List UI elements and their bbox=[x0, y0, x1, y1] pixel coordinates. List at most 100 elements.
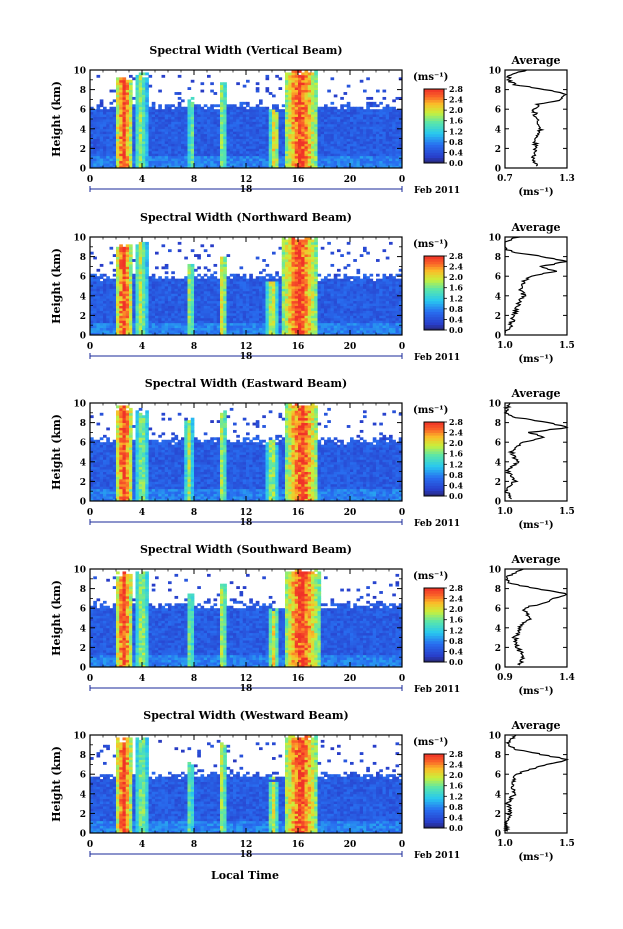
avg-y-tick-label: 8 bbox=[495, 419, 501, 429]
colorbar-tick-label: 1.2 bbox=[449, 126, 463, 136]
x-tick-label: 8 bbox=[191, 674, 197, 684]
panel-title: Spectral Width (Vertical Beam) bbox=[149, 44, 342, 57]
y-tick-label: 8 bbox=[80, 86, 86, 96]
y-tick-label: 4 bbox=[80, 125, 86, 135]
avg-y-tick-label: 0 bbox=[495, 332, 501, 342]
y-axis-label: Height (km) bbox=[50, 248, 63, 324]
average-profile: Average 0 2 4 6 8 10 0.7 1.3 (ms⁻¹) bbox=[488, 54, 574, 198]
avg-x-tick-label: 1.5 bbox=[559, 507, 575, 517]
avg-y-tick-label: 2 bbox=[495, 478, 501, 488]
y-tick-label: 4 bbox=[80, 790, 86, 800]
avg-x-tick-label: 0.9 bbox=[497, 673, 513, 683]
y-tick-label: 8 bbox=[80, 585, 86, 595]
x-tick-label: 16 bbox=[292, 342, 305, 352]
y-tick-label: 0 bbox=[80, 165, 86, 175]
day-label: 18 bbox=[240, 850, 253, 860]
colorbar-tick-label: 2.4 bbox=[449, 95, 463, 105]
x-tick-label: 0 bbox=[87, 840, 93, 850]
panel-3: Spectral Width (Eastward Beam) 0 2 4 6 8 10 Hei… bbox=[50, 377, 575, 531]
avg-y-tick-label: 8 bbox=[495, 86, 501, 96]
avg-y-tick-label: 10 bbox=[488, 400, 501, 410]
average-profile-line bbox=[502, 402, 569, 500]
colorbar-tick-label: 2.4 bbox=[449, 594, 463, 604]
avg-y-tick-label: 0 bbox=[495, 165, 501, 175]
x-tick-label: 0 bbox=[399, 342, 405, 352]
x-tick-label: 0 bbox=[399, 508, 405, 518]
x-tick-label: 20 bbox=[344, 508, 357, 518]
common-x-axis-label: Local Time bbox=[211, 869, 279, 882]
avg-x-tick-label: 1.0 bbox=[497, 507, 513, 517]
y-tick-label: 0 bbox=[80, 830, 86, 840]
avg-x-tick-label: 1.0 bbox=[497, 341, 513, 351]
avg-y-tick-label: 2 bbox=[495, 312, 501, 322]
y-axis-label: Height (km) bbox=[50, 414, 63, 490]
average-title: Average bbox=[510, 54, 560, 67]
y-tick-label: 10 bbox=[73, 234, 86, 244]
colorbar-units: (ms⁻¹) bbox=[413, 72, 448, 83]
avg-x-axis-label: (ms⁻¹) bbox=[518, 354, 553, 365]
y-tick-label: 4 bbox=[80, 292, 86, 302]
x-tick-label: 0 bbox=[399, 175, 405, 185]
colorbar-tick-label: 1.6 bbox=[449, 116, 463, 126]
avg-y-tick-label: 6 bbox=[495, 605, 501, 615]
avg-y-tick-label: 4 bbox=[495, 125, 501, 135]
avg-x-tick-label: 1.5 bbox=[559, 341, 575, 351]
average-profile: Average 0 2 4 6 8 10 1.0 1.5 (ms⁻¹) bbox=[488, 387, 574, 531]
y-tick-label: 6 bbox=[80, 273, 86, 283]
avg-x-axis-label: (ms⁻¹) bbox=[518, 520, 553, 531]
avg-y-tick-label: 6 bbox=[495, 273, 501, 283]
colorbar-tick-label: 2.0 bbox=[449, 105, 463, 115]
colorbar-tick-label: 0.0 bbox=[449, 657, 463, 667]
avg-x-tick-label: 1.4 bbox=[559, 673, 575, 683]
avg-x-tick-label: 1.3 bbox=[559, 174, 575, 184]
x-tick-label: 12 bbox=[240, 342, 253, 352]
average-profile-line bbox=[502, 734, 570, 832]
colorbar-tick-label: 0.4 bbox=[449, 147, 463, 157]
x-tick-label: 12 bbox=[240, 508, 253, 518]
avg-y-tick-label: 4 bbox=[495, 292, 501, 302]
avg-y-tick-label: 10 bbox=[488, 67, 501, 77]
colorbar-tick-label: 1.2 bbox=[449, 625, 463, 635]
x-tick-label: 12 bbox=[240, 175, 253, 185]
x-tick-label: 0 bbox=[399, 674, 405, 684]
avg-y-tick-label: 10 bbox=[488, 566, 501, 576]
colorbar: 0.00.40.81.21.62.02.42.8 bbox=[423, 749, 463, 833]
colorbar-tick-label: 0.0 bbox=[449, 491, 463, 501]
colorbar-tick-label: 2.4 bbox=[449, 262, 463, 272]
colorbar-units: (ms⁻¹) bbox=[413, 239, 448, 250]
panel-title: Spectral Width (Westward Beam) bbox=[143, 709, 348, 722]
colorbar-tick-label: 1.6 bbox=[449, 283, 463, 293]
y-tick-label: 10 bbox=[73, 400, 86, 410]
colorbar-tick-label: 0.8 bbox=[449, 137, 463, 147]
colorbar-tick-label: 1.6 bbox=[449, 615, 463, 625]
panel-title: Spectral Width (Northward Beam) bbox=[140, 211, 352, 224]
heatmap-cells bbox=[90, 569, 403, 668]
date-label: Feb 2011 bbox=[414, 186, 460, 196]
average-profile: Average 0 2 4 6 8 10 0.9 1.4 (ms⁻¹) bbox=[488, 553, 574, 697]
x-tick-label: 8 bbox=[191, 840, 197, 850]
avg-y-tick-label: 4 bbox=[495, 624, 501, 634]
avg-y-tick-label: 0 bbox=[495, 498, 501, 508]
avg-x-axis-label: (ms⁻¹) bbox=[518, 187, 553, 198]
colorbar: 0.00.40.81.21.62.02.42.8 bbox=[423, 583, 463, 667]
colorbar-tick-label: 1.6 bbox=[449, 781, 463, 791]
day-label: 18 bbox=[240, 352, 253, 362]
colorbar-tick-label: 1.2 bbox=[449, 459, 463, 469]
x-tick-label: 12 bbox=[240, 674, 253, 684]
avg-y-tick-label: 4 bbox=[495, 790, 501, 800]
day-label: 18 bbox=[240, 185, 253, 195]
colorbar-tick-label: 1.2 bbox=[449, 791, 463, 801]
avg-y-tick-label: 4 bbox=[495, 458, 501, 468]
panel-title: Spectral Width (Eastward Beam) bbox=[145, 377, 347, 390]
y-axis-label: Height (km) bbox=[50, 746, 63, 822]
colorbar-tick-label: 0.8 bbox=[449, 802, 463, 812]
avg-y-tick-label: 6 bbox=[495, 771, 501, 781]
y-tick-label: 0 bbox=[80, 332, 86, 342]
y-tick-label: 8 bbox=[80, 751, 86, 761]
colorbar-tick-label: 1.6 bbox=[449, 449, 463, 459]
x-tick-label: 20 bbox=[344, 840, 357, 850]
x-tick-label: 0 bbox=[87, 674, 93, 684]
colorbar-tick-label: 2.0 bbox=[449, 770, 463, 780]
x-tick-label: 20 bbox=[344, 175, 357, 185]
